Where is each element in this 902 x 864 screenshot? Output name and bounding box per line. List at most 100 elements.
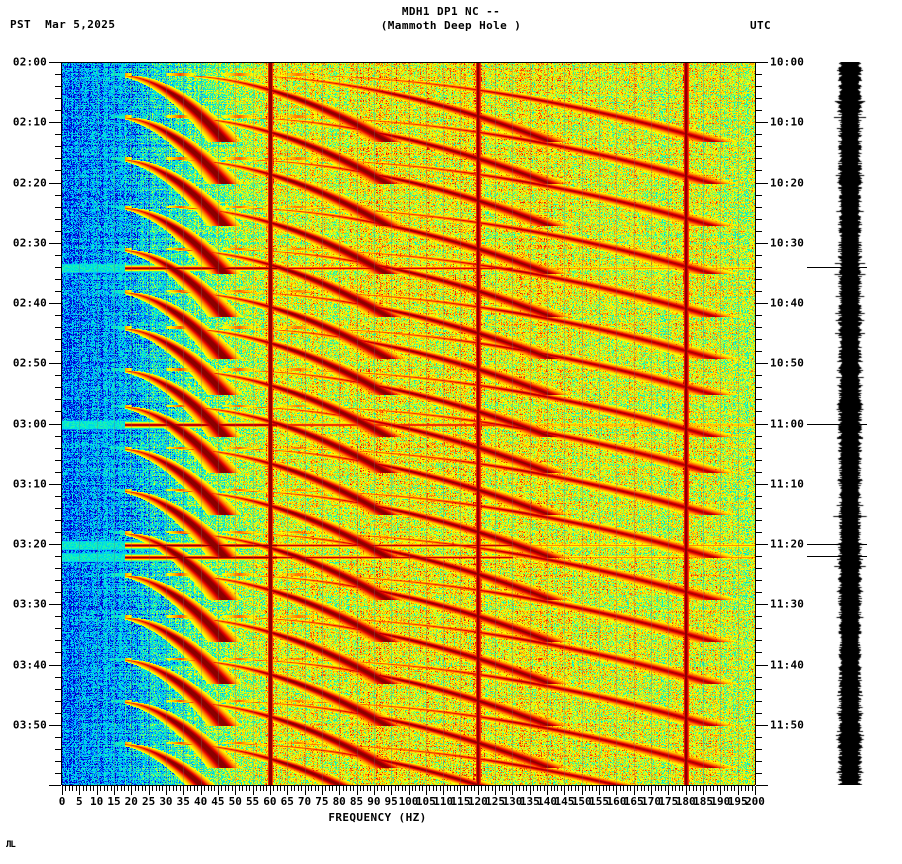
time-tick-minor-right	[756, 700, 762, 702]
freq-tick-minor	[644, 786, 646, 791]
freq-tick-minor	[380, 786, 382, 791]
freq-tick-minor	[283, 786, 285, 791]
time-tick-minor-left	[55, 580, 61, 582]
freq-tick-minor	[637, 786, 639, 791]
time-label-utc: 11:50	[770, 718, 805, 732]
freq-tick-minor	[294, 786, 296, 791]
freq-tick-major	[200, 786, 202, 795]
time-tick-major-right	[756, 242, 768, 244]
time-tick-minor-right	[756, 399, 762, 401]
freq-tick-minor	[301, 786, 303, 791]
time-label-utc: 11:20	[770, 537, 805, 551]
time-label-utc: 10:20	[770, 176, 805, 189]
freq-tick-minor	[481, 786, 483, 791]
time-tick-major-right	[756, 664, 768, 666]
time-tick-minor-right	[756, 206, 762, 208]
time-label-utc: 11:10	[770, 477, 805, 491]
time-label-pst: 02:00	[12, 55, 47, 69]
freq-tick-major	[373, 786, 375, 795]
freq-tick-minor	[353, 786, 355, 791]
freq-tick-minor	[110, 786, 112, 791]
freq-tick-minor	[422, 786, 424, 791]
trace-time-marker	[807, 266, 867, 268]
time-tick-minor-left	[55, 315, 61, 317]
freq-tick-major	[651, 786, 653, 795]
freq-tick-minor	[699, 786, 701, 791]
time-tick-major-right	[756, 182, 768, 184]
freq-tick-minor	[654, 786, 656, 791]
freq-tick-minor	[439, 786, 441, 791]
freq-tick-minor	[224, 786, 226, 791]
freq-tick-minor	[256, 786, 258, 791]
freq-tick-major	[321, 786, 323, 795]
freq-tick-label: 140	[537, 795, 558, 808]
time-label-pst: 02:20	[12, 176, 47, 189]
time-tick-minor-left	[55, 86, 61, 88]
freq-tick-label: 150	[571, 795, 592, 808]
freq-tick-major	[564, 786, 566, 795]
freq-tick-major	[460, 786, 462, 795]
freq-tick-label: 160	[606, 795, 627, 808]
time-tick-minor-right	[756, 616, 762, 618]
time-tick-minor-right	[756, 375, 762, 377]
time-tick-major-left	[49, 242, 61, 244]
time-tick-major-right	[756, 303, 768, 304]
time-label-pst: 02:10	[12, 115, 47, 129]
time-tick-minor-left	[55, 700, 61, 702]
freq-tick-minor	[190, 786, 192, 791]
freq-tick-minor	[470, 786, 472, 791]
time-label-pst: 03:20	[12, 537, 47, 551]
freq-tick-minor	[661, 786, 663, 791]
freq-tick-minor	[730, 786, 732, 791]
time-tick-minor-right	[756, 531, 762, 533]
freq-tick-minor	[429, 786, 431, 791]
freq-tick-minor	[526, 786, 528, 791]
freq-tick-minor	[107, 786, 109, 791]
time-axis-pst: 02:00 02:10 02:20 02:30 02:40 02:50 03:00 03:10…	[13, 56, 62, 786]
freq-tick-label: 170	[641, 795, 661, 808]
freq-tick-minor	[103, 786, 105, 791]
freq-tick-label: 60	[263, 795, 277, 808]
freq-tick-minor	[626, 786, 628, 791]
freq-tick-label: 5	[76, 795, 83, 808]
freq-tick-major	[685, 786, 687, 795]
spectrogram-plot[interactable]	[62, 62, 755, 786]
freq-tick-minor	[238, 786, 240, 791]
time-tick-minor-right	[756, 194, 762, 196]
freq-tick-minor	[86, 786, 88, 791]
freq-tick-label: 50	[228, 795, 242, 808]
freq-tick-label: 20	[124, 795, 138, 808]
time-tick-minor-left	[55, 411, 61, 413]
time-tick-major-left	[49, 724, 61, 726]
freq-tick-minor	[100, 786, 102, 791]
spectrogram-canvas[interactable]	[62, 63, 755, 786]
freq-tick-minor	[709, 786, 711, 791]
seismogram-trace-panel[interactable]	[807, 62, 880, 785]
time-tick-minor-left	[55, 351, 61, 353]
time-label-pst: 03:00	[12, 417, 47, 430]
time-tick-minor-right	[756, 327, 762, 329]
freq-tick-minor	[405, 786, 407, 791]
freq-tick-major	[668, 786, 670, 795]
freq-tick-major	[720, 786, 722, 795]
freq-tick-minor	[484, 786, 486, 791]
freq-tick-major	[737, 786, 739, 795]
time-label-pst: 03:10	[12, 477, 47, 491]
freq-tick-major	[131, 786, 133, 795]
header-left-timezone-date: PST Mar 5,2025	[10, 18, 115, 31]
freq-tick-major	[356, 786, 358, 795]
time-tick-minor-right	[756, 351, 762, 353]
time-tick-minor-right	[756, 748, 762, 750]
time-tick-minor-left	[55, 592, 61, 594]
freq-tick-major	[477, 786, 479, 795]
freq-tick-label: 85	[349, 795, 364, 808]
time-tick-minor-left	[55, 447, 61, 449]
freq-tick-minor	[221, 786, 223, 791]
freq-tick-minor	[706, 786, 708, 791]
time-tick-minor-right	[756, 447, 762, 449]
freq-tick-major	[235, 786, 237, 795]
freq-tick-minor	[186, 786, 188, 791]
freq-tick-major	[217, 786, 219, 795]
freq-tick-minor	[266, 786, 268, 791]
time-tick-minor-left	[55, 688, 61, 690]
